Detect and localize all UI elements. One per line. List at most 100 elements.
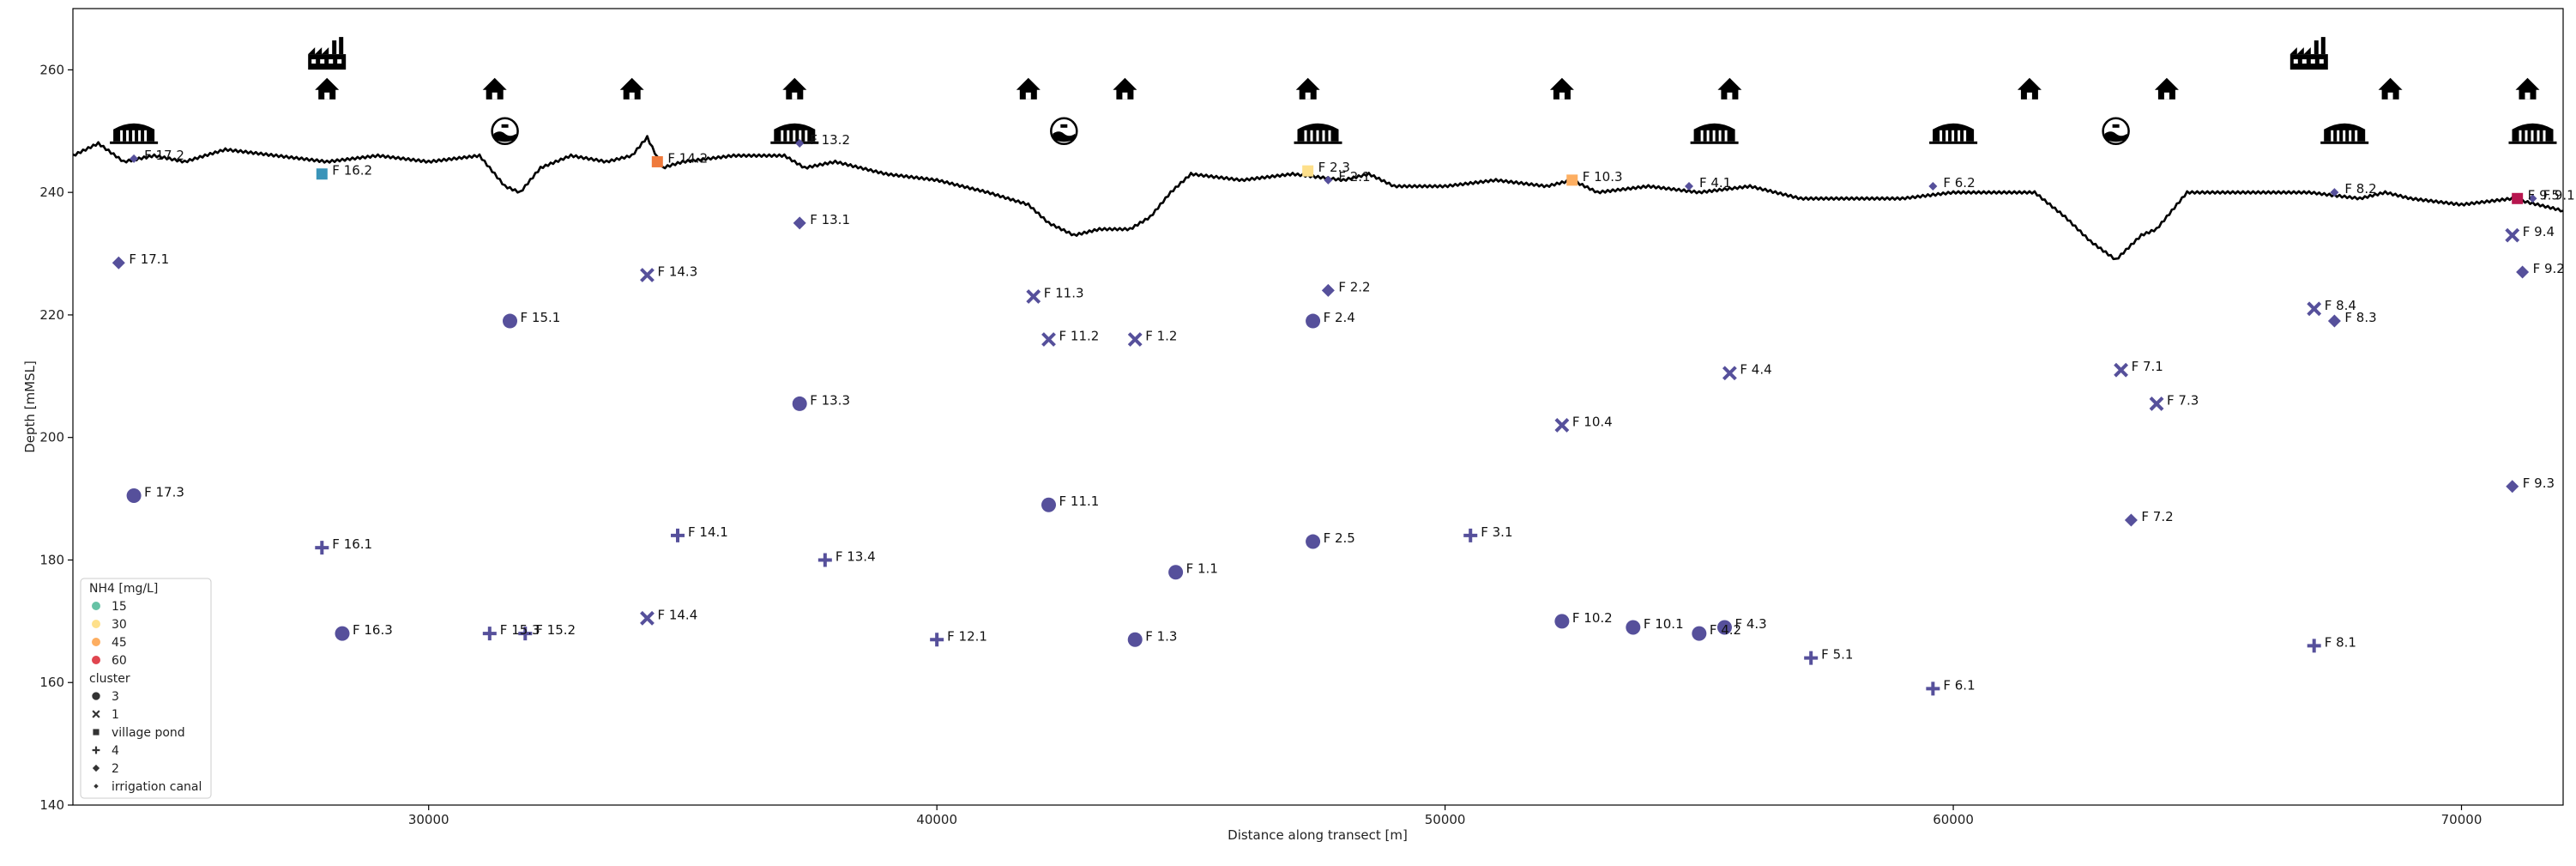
data-label: F 6.2 <box>1943 175 1975 191</box>
house-icon <box>1549 77 1574 100</box>
data-point-square <box>316 168 328 180</box>
data-point-small-diamond <box>1684 182 1693 191</box>
data-point-x <box>2505 227 2520 243</box>
factory-window <box>2293 59 2298 64</box>
data-point-diamond <box>112 256 125 269</box>
storage-bar <box>787 130 790 142</box>
data-label: F 9.2 <box>2533 261 2565 276</box>
house-roof <box>1717 77 1742 90</box>
legend-hue-label: 60 <box>112 654 127 668</box>
data-label: F 10.4 <box>1572 414 1613 429</box>
storage-bar <box>120 130 124 142</box>
storage-bar <box>1712 130 1716 142</box>
data-label: F 17.3 <box>144 485 184 500</box>
data-point-circle <box>335 626 350 641</box>
data-point-small-diamond <box>2330 188 2339 197</box>
data-label: F 9.5 <box>2528 187 2560 203</box>
legend-style-label: 2 <box>112 762 119 776</box>
storage-bar <box>2355 130 2358 142</box>
storage-icon <box>1690 123 1739 144</box>
factory-window <box>2319 59 2324 64</box>
data-point-circle <box>1716 620 1732 635</box>
house-roof <box>482 77 507 90</box>
storage-bar <box>799 130 802 142</box>
pond-sign-boat <box>2112 124 2120 128</box>
data-point-diamond <box>92 764 100 772</box>
data-point-x <box>1554 418 1570 433</box>
legend: NH4 [mg/L] 15 30 45 60 cluster 3 1 village pond 4… <box>80 578 212 799</box>
storage-icon <box>1929 123 1978 144</box>
house-icon <box>2017 77 2042 100</box>
data-point-circle <box>1041 497 1057 512</box>
data-label: F 8.2 <box>2344 181 2376 197</box>
data-label: F 8.4 <box>2325 298 2356 313</box>
data-label: F 1.2 <box>1145 328 1177 343</box>
house-icon <box>315 77 340 100</box>
legend-style-label: 4 <box>112 744 119 758</box>
data-label: F 13.1 <box>810 212 850 227</box>
data-point-circle <box>1306 313 1321 329</box>
data-point-plus <box>315 541 329 555</box>
legend-style-label: 3 <box>112 690 119 704</box>
data-point-circle <box>1554 614 1570 629</box>
data-label: F 7.3 <box>2167 392 2199 408</box>
data-point-plus <box>671 528 685 542</box>
storage-bar <box>1322 130 1325 142</box>
storage-bar <box>1310 130 1313 142</box>
data-point-x <box>2307 301 2322 317</box>
storage-bar <box>793 130 796 142</box>
data-label: F 14.3 <box>657 264 697 280</box>
data-label: F 10.2 <box>1572 610 1613 626</box>
data-label: F 9.3 <box>2523 475 2555 491</box>
pond-sign-water <box>2104 131 2127 142</box>
data-label: F 1.1 <box>1186 561 1218 577</box>
storage-bar <box>126 130 130 142</box>
pond-sign-icon <box>1050 117 1078 146</box>
house-door <box>1305 92 1311 100</box>
storage-bar <box>2349 130 2352 142</box>
data-point-square <box>651 155 663 167</box>
legend-hue-swatch <box>92 620 100 628</box>
data-point-circle <box>1306 534 1321 549</box>
house-roof <box>1549 77 1574 90</box>
data-point-x <box>1127 332 1143 347</box>
storage-bar <box>1304 130 1307 142</box>
house-icon <box>782 77 807 100</box>
house-roof <box>2515 77 2540 90</box>
data-label: F 14.2 <box>667 150 708 166</box>
legend-style-label: irrigation canal <box>112 780 202 794</box>
storage-base <box>1929 141 1978 144</box>
data-point-plus <box>518 627 533 641</box>
legend-hue-swatch <box>92 602 100 610</box>
storage-bar <box>2543 130 2546 142</box>
legend-frame <box>80 578 212 799</box>
y-tick-label: 160 <box>39 675 64 690</box>
house-door <box>2525 92 2531 100</box>
house-door <box>324 92 330 100</box>
y-axis-label: Depth [mMSL] <box>22 360 38 453</box>
data-label: F 17.1 <box>129 251 169 267</box>
data-label: F 4.1 <box>1699 175 1731 191</box>
storage-bar <box>1718 130 1722 142</box>
data-label: F 14.1 <box>688 524 728 540</box>
data-label: F 15.2 <box>535 622 576 638</box>
house-door <box>2163 92 2169 100</box>
house-icon <box>2515 77 2540 100</box>
house-door <box>2387 92 2393 100</box>
legend-style-label: village pond <box>112 726 185 740</box>
storage-bar <box>1946 130 1949 142</box>
x-tick-label: 70000 <box>2441 812 2482 827</box>
data-point-x <box>1026 289 1041 304</box>
data-label: F 13.4 <box>836 548 876 564</box>
storage-bar <box>2519 130 2522 142</box>
data-label: F 2.3 <box>1318 160 1350 175</box>
data-point-circle <box>1168 565 1184 580</box>
data-label: F 12.1 <box>947 628 987 644</box>
storage-bar <box>1940 130 1943 142</box>
data-point-x <box>1722 366 1737 381</box>
data-label: F 4.2 <box>1710 622 1741 638</box>
data-label: F 10.1 <box>1644 616 1684 632</box>
storage-bar <box>1316 130 1319 142</box>
data-point-x <box>640 268 655 282</box>
